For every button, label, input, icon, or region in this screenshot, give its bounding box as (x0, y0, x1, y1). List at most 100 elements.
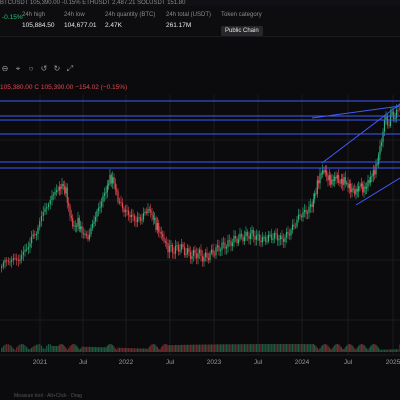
candle-body (39, 221, 41, 228)
volume-bar (72, 344, 74, 352)
candle-body (383, 120, 386, 132)
candle-body (155, 218, 157, 230)
stat-token-category-label: Token category (221, 12, 262, 18)
candle-body (378, 154, 380, 165)
candle-body (249, 233, 252, 240)
volume-bar (47, 344, 50, 352)
candle-body (81, 226, 83, 234)
candle-body (94, 216, 97, 222)
minus-circle-icon[interactable]: ⊖ (1, 64, 9, 73)
candle-body (231, 242, 234, 246)
candle-body (133, 215, 136, 221)
volume-bar (221, 344, 223, 352)
stat-24h-total-value: 261.17M (166, 22, 192, 29)
candle-body (52, 194, 55, 196)
candle-body (151, 212, 153, 216)
candle-body (255, 235, 258, 240)
volume-bar (201, 344, 204, 352)
candle-body (51, 195, 53, 201)
candle-body (141, 219, 143, 221)
candle-body (163, 237, 165, 241)
volume-bar (152, 344, 154, 352)
volume-bar (327, 345, 329, 352)
stat-24h-high: 24h high 105,884.50 (22, 11, 55, 31)
volume-bar (129, 348, 131, 352)
volume-bar (213, 344, 216, 352)
volume-bar (291, 344, 294, 352)
candle-body (189, 251, 192, 259)
volume-bar (55, 345, 58, 352)
volume-bar (163, 344, 165, 352)
circle-icon[interactable]: ○ (28, 64, 34, 73)
candle-body (90, 227, 92, 235)
candle-body (394, 118, 396, 119)
volume-bar (233, 344, 235, 352)
volume-bar (44, 348, 46, 352)
volume-bar (188, 344, 190, 352)
redo-icon[interactable]: ↻ (53, 64, 61, 73)
candle-body (347, 182, 349, 189)
candle-body (279, 235, 282, 240)
volume-bar (186, 344, 189, 352)
volume-bar (386, 349, 389, 352)
candle-body (142, 213, 145, 220)
undo-icon[interactable]: ↺ (40, 64, 48, 73)
volume-bar (168, 345, 171, 352)
token-category-badge[interactable]: Public Chain (221, 26, 263, 36)
pointer-icon[interactable]: ⌖ (15, 64, 21, 73)
volume-bar (87, 346, 89, 352)
candle-body (44, 208, 46, 212)
candle-body (55, 190, 58, 193)
candle-body (167, 243, 169, 253)
candle-body (385, 116, 387, 121)
candle-body (375, 163, 377, 175)
candle-body (319, 173, 321, 184)
volume-bar (330, 349, 332, 352)
volume-bar (160, 347, 162, 352)
x-axis-label: Jul (79, 359, 88, 366)
candle-body (225, 246, 228, 249)
volume-bar (210, 344, 213, 352)
candle-body (64, 185, 66, 194)
candle-body (144, 211, 146, 214)
candle-body (391, 111, 393, 115)
volume-bar (132, 348, 134, 352)
candle-body (362, 183, 364, 193)
candle-body (284, 237, 286, 242)
candle-body (57, 190, 59, 192)
stat-24h-quantity-label: 24h quantity (BTC) (105, 12, 156, 18)
volume-bar (189, 344, 192, 352)
channel-line-lower (355, 177, 400, 206)
volume-bar (155, 345, 157, 352)
volume-bar (258, 344, 261, 352)
candle-body (145, 211, 148, 214)
volume-bar (242, 344, 244, 352)
candle-body (352, 188, 354, 190)
candle-body (105, 191, 107, 194)
volume-bar (145, 348, 148, 352)
footer-text: Measure tool · Alt+Click · Drag (14, 393, 82, 399)
candle-body (206, 252, 208, 258)
volume-bar (252, 344, 255, 352)
stat-24h-low-label: 24h low (64, 12, 85, 18)
candle-body (60, 186, 62, 189)
volume-bar (192, 344, 195, 352)
volume-bar (219, 344, 222, 352)
ohlc-text: 105,380.00 C 105,390.00 −154.02 (−0.15%) (0, 84, 128, 91)
candle-body (21, 255, 23, 260)
candle-body (386, 116, 389, 126)
volume-bar (352, 346, 354, 352)
x-axis-label: 2025 (386, 359, 400, 366)
candle-body (344, 177, 346, 184)
stat-24h-total: 24h total (USDT) 261.17M (166, 11, 211, 31)
candle-body (397, 109, 399, 111)
volume-bar (282, 344, 285, 352)
volume-bar (275, 344, 277, 352)
volume-bar (97, 347, 100, 352)
x-axis-label: 2022 (119, 359, 134, 366)
volume-bar (200, 344, 202, 352)
fullscreen-icon[interactable]: ⤢ (66, 64, 74, 73)
candle-body (372, 170, 374, 176)
candle-body (382, 131, 384, 143)
